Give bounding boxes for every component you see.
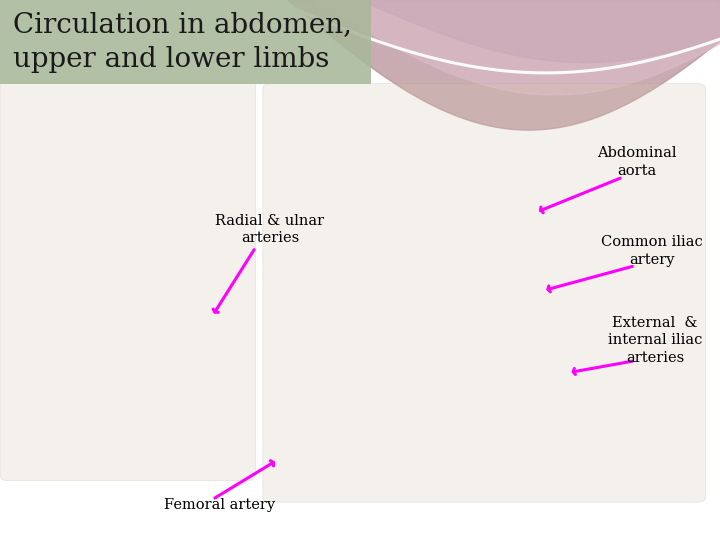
FancyBboxPatch shape [0,0,371,84]
FancyBboxPatch shape [0,81,256,481]
Text: External  &
internal iliac
arteries: External & internal iliac arteries [608,316,703,364]
FancyBboxPatch shape [263,84,706,502]
Text: Femoral artery: Femoral artery [164,498,275,512]
Text: Circulation in abdomen,
upper and lower limbs: Circulation in abdomen, upper and lower … [13,11,352,73]
Text: Radial & ulnar
arteries: Radial & ulnar arteries [215,214,325,245]
Text: Common iliac
artery: Common iliac artery [600,235,703,267]
Text: Abdominal
aorta: Abdominal aorta [598,146,677,178]
